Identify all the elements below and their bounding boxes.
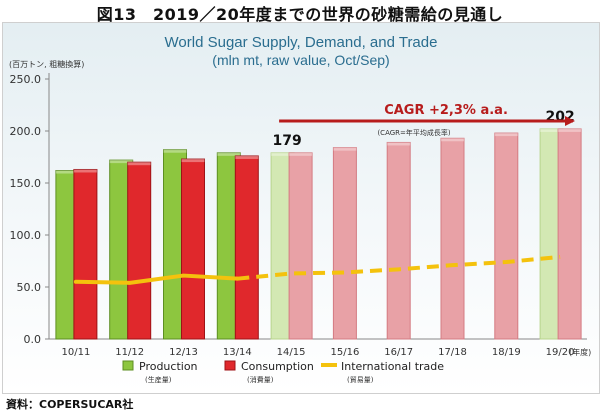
legend-swatch (122, 360, 134, 371)
consumption-bar-highlight (181, 159, 205, 163)
data-label-179: 179 (272, 133, 301, 149)
x-tick-label: 16/17 (384, 347, 413, 358)
y-axis-unit-label: (百万トン, 粗糖換算) (9, 59, 84, 69)
x-tick-label: 11/12 (115, 347, 144, 358)
consumption-bar (332, 147, 357, 340)
x-tick-label: 13/14 (223, 347, 252, 358)
figure-title: 図13 2019／20年度までの世界の砂糖需給の見通し (96, 5, 504, 24)
trade-line-projection (237, 254, 561, 281)
chart-title: World Sugar Supply, Demand, and Trade (165, 34, 438, 51)
production-bar-highlight (109, 160, 133, 164)
legend-sublabel: (貿易量) (347, 375, 374, 384)
consumption-bar (234, 155, 259, 340)
x-tick-label: 10/11 (61, 347, 90, 358)
y-tick-label: 250.0 (10, 73, 42, 86)
consumption-bar-highlight (235, 155, 259, 159)
legend-sublabel: (消費量) (247, 375, 274, 384)
x-axis-unit-label: (年度) (569, 347, 591, 357)
consumption-bar-highlight (494, 133, 518, 137)
consumption-bar-highlight (73, 169, 97, 173)
consumption-bar (127, 161, 152, 340)
consumption-bar (288, 152, 313, 340)
legend-label: Production (139, 360, 198, 373)
consumption-bar (386, 141, 411, 340)
consumption-bar-highlight (333, 147, 357, 151)
chart-frame: World Sugar Supply, Demand, and Trade (m… (2, 22, 600, 394)
legend-swatch (224, 360, 236, 371)
consumption-bar (494, 132, 519, 340)
x-tick-label: 12/13 (169, 347, 198, 358)
production-bar-highlight (217, 152, 241, 156)
y-tick-label: 200.0 (10, 125, 42, 138)
cagr-note: (CAGR=年平均成長率) (377, 128, 450, 137)
consumption-bar-highlight (441, 138, 464, 142)
consumption-bar (440, 137, 465, 340)
y-tick-label: 150.0 (10, 177, 42, 190)
cagr-label: CAGR +2,3% a.a. (384, 103, 508, 118)
consumption-bar-highlight (387, 142, 411, 146)
legend-sublabel: (生産量) (145, 375, 172, 384)
consumption-bar-highlight (289, 152, 313, 156)
y-tick-label: 0.0 (24, 333, 42, 346)
consumption-bar-highlight (127, 162, 151, 166)
x-tick-label: 15/16 (330, 347, 359, 358)
legend-label: Consumption (241, 360, 314, 373)
production-bar-highlight (55, 170, 79, 174)
consumption-bar-highlight (558, 128, 582, 132)
x-tick-label: 18/19 (492, 347, 521, 358)
y-tick-label: 50.0 (17, 281, 42, 294)
trade-line-actual (73, 273, 240, 285)
y-tick-label: 100.0 (10, 229, 42, 242)
production-bar-highlight (540, 128, 564, 132)
source-note: 資料：COPERSUCAR社 (6, 398, 134, 411)
x-tick-label: 14/15 (277, 347, 306, 358)
x-tick-label: 19/20 (546, 347, 575, 358)
consumption-bar (73, 168, 98, 340)
consumption-bar (181, 158, 205, 340)
consumption-bar (557, 128, 582, 340)
x-tick-label: 17/18 (438, 347, 467, 358)
production-bar-highlight (163, 149, 187, 153)
data-label-202: 202 (545, 109, 574, 125)
production-bar-highlight (271, 152, 295, 156)
legend-label: International trade (341, 360, 444, 373)
chart-subtitle: (mln mt, raw value, Oct/Sep) (212, 52, 389, 68)
chart-svg: World Sugar Supply, Demand, and Trade (m… (3, 23, 599, 393)
